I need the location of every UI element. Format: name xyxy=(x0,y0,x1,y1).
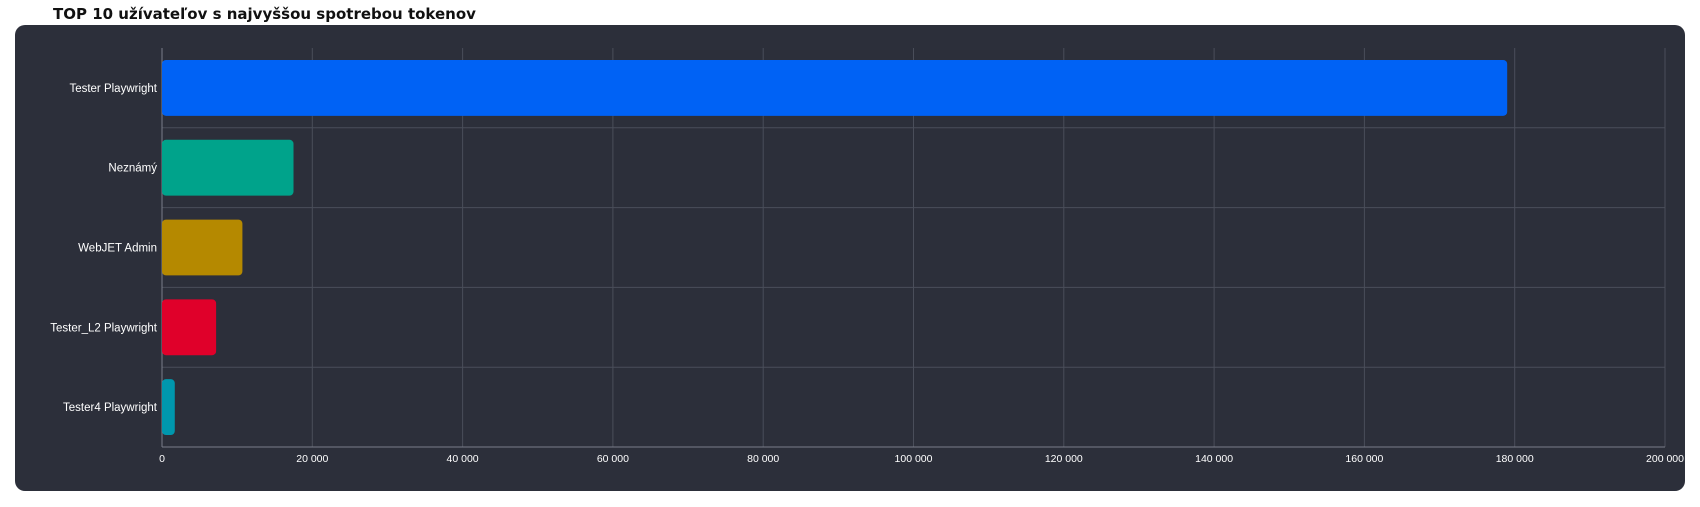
category-label-1: Neznámý xyxy=(108,163,157,175)
x-tick-label-2: 40 000 xyxy=(447,453,479,465)
bar-4 xyxy=(162,379,175,436)
bar-3 xyxy=(162,299,217,356)
x-tick-label-9: 180 000 xyxy=(1496,453,1534,465)
bar-2 xyxy=(162,219,243,276)
category-label-2: WebJET Admin xyxy=(78,243,157,255)
x-tick-label-10: 200 000 xyxy=(1646,453,1684,465)
x-tick-label-0: 0 xyxy=(159,453,165,465)
x-tick-label-1: 20 000 xyxy=(296,453,328,465)
category-label-0: Tester Playwright xyxy=(69,83,157,95)
x-tick-label-6: 120 000 xyxy=(1045,453,1083,465)
category-label-3: Tester_L2 Playwright xyxy=(50,322,158,334)
x-tick-label-8: 160 000 xyxy=(1345,453,1383,465)
x-tick-label-3: 60 000 xyxy=(597,453,629,465)
x-tick-label-4: 80 000 xyxy=(747,453,779,465)
x-tick-label-5: 100 000 xyxy=(895,453,933,465)
bar-1 xyxy=(162,139,294,196)
chart-title: TOP 10 užívateľov s najvyššou spotrebou … xyxy=(53,5,476,23)
bar-0 xyxy=(162,59,1508,116)
category-label-4: Tester4 Playwright xyxy=(63,402,158,414)
x-tick-label-7: 140 000 xyxy=(1195,453,1233,465)
